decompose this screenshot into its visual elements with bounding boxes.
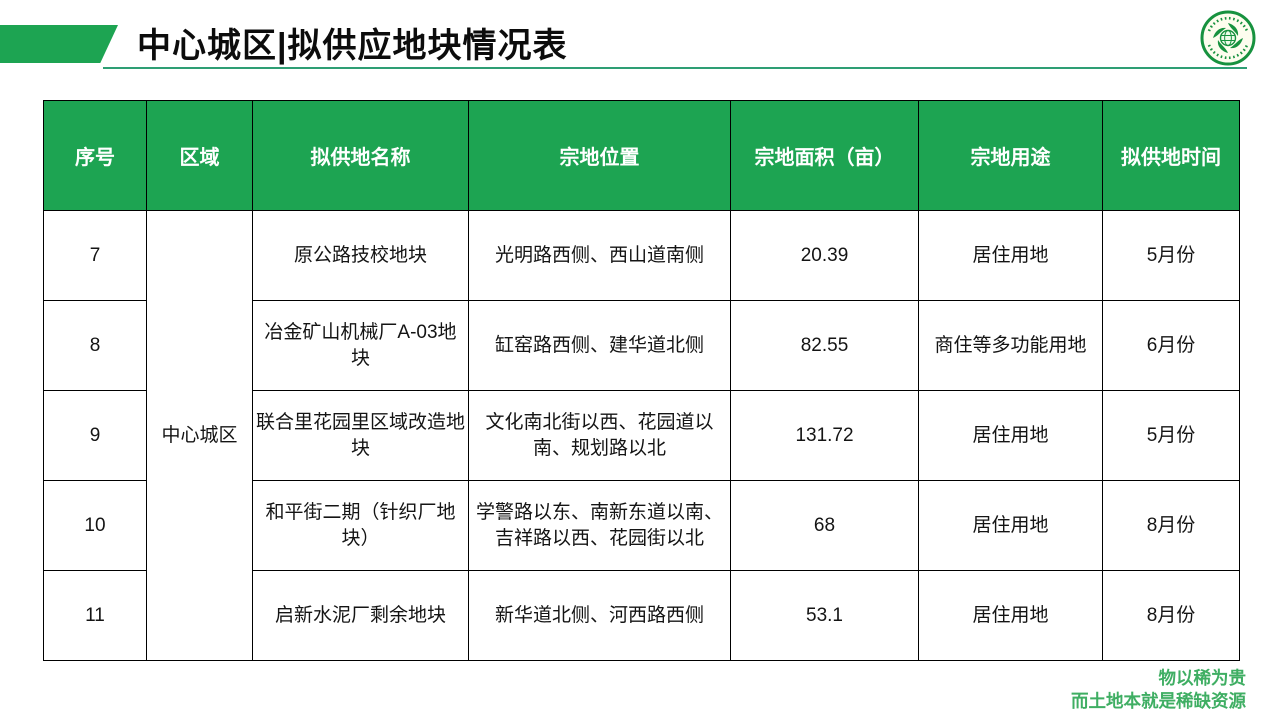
organization-logo-icon [1200,10,1256,66]
table-row: 7 中心城区 原公路技校地块 光明路西侧、西山道南侧 20.39 居住用地 5月… [43,210,1240,661]
use-cell: 居住用地 [918,210,1103,301]
location-cell: 新华道北侧、河西路西侧 [468,570,731,661]
footer-slogan-line1: 物以稀为贵 [1158,667,1247,688]
area-cell: 53.1 [730,570,919,661]
table-row: 11 启新水泥厂剩余地块 新华道北侧、河西路西侧 53.1 居住用地 8月份 [43,570,1240,661]
area-cell: 68 [730,480,919,571]
use-cell: 居住用地 [918,480,1103,571]
header-row: 序号 区域 拟供地名称 宗地位置 宗地面积（亩） 宗地用途 拟供地时间 [43,100,1240,211]
name-cell: 和平街二期（针织厂地块） [252,480,469,571]
serial-cell: 9 [43,390,147,481]
area-cell: 82.55 [730,300,919,391]
column-header-no: 序号 [43,100,147,211]
area-cell: 131.72 [730,390,919,481]
column-header-use: 宗地用途 [918,100,1103,211]
column-header-region: 区域 [146,100,253,211]
land-supply-table: 序号 区域 拟供地名称 宗地位置 宗地面积（亩） 宗地用途 拟供地时间 7 中心… [43,100,1240,661]
column-header-time: 拟供地时间 [1102,100,1240,211]
title-underline [103,67,1247,69]
table-row: 9 联合里花园里区域改造地块 文化南北街以西、花园道以南、规划路以北 131.7… [43,390,1240,481]
location-cell: 缸窑路西侧、建华道北侧 [468,300,731,391]
location-cell: 学警路以东、南新东道以南、吉祥路以西、花园街以北 [468,480,731,571]
column-header-name: 拟供地名称 [252,100,469,211]
area-cell: 20.39 [730,210,919,301]
use-cell: 居住用地 [918,570,1103,661]
table-row: 8 冶金矿山机械厂A-03地块 缸窑路西侧、建华道北侧 82.55 商住等多功能… [43,300,1240,391]
serial-cell: 11 [43,570,147,661]
name-cell: 联合里花园里区域改造地块 [252,390,469,481]
location-cell: 文化南北街以西、花园道以南、规划路以北 [468,390,731,481]
time-cell: 8月份 [1102,570,1240,661]
title-accent-shape [0,25,118,63]
time-cell: 5月份 [1102,210,1240,301]
use-cell: 居住用地 [918,390,1103,481]
name-cell: 冶金矿山机械厂A-03地块 [252,300,469,391]
region-cell: 中心城区 [146,210,253,661]
serial-cell: 8 [43,300,147,391]
page-title: 中心城区|拟供应地块情况表 [137,27,568,65]
time-cell: 8月份 [1102,480,1240,571]
time-cell: 6月份 [1102,300,1240,391]
footer-slogan-line2: 而土地本就是稀缺资源 [1071,691,1246,712]
serial-cell: 10 [43,480,147,571]
column-header-area: 宗地面积（亩） [730,100,919,211]
time-cell: 5月份 [1102,390,1240,481]
use-cell: 商住等多功能用地 [918,300,1103,391]
serial-cell: 7 [43,210,147,301]
table-row: 10 和平街二期（针织厂地块） 学警路以东、南新东道以南、吉祥路以西、花园街以北… [43,480,1240,571]
column-header-location: 宗地位置 [468,100,731,211]
name-cell: 启新水泥厂剩余地块 [252,570,469,661]
footer-slogan: 物以稀为贵 而土地本就是稀缺资源 [1071,667,1246,714]
location-cell: 光明路西侧、西山道南侧 [468,210,731,301]
name-cell: 原公路技校地块 [252,210,469,301]
